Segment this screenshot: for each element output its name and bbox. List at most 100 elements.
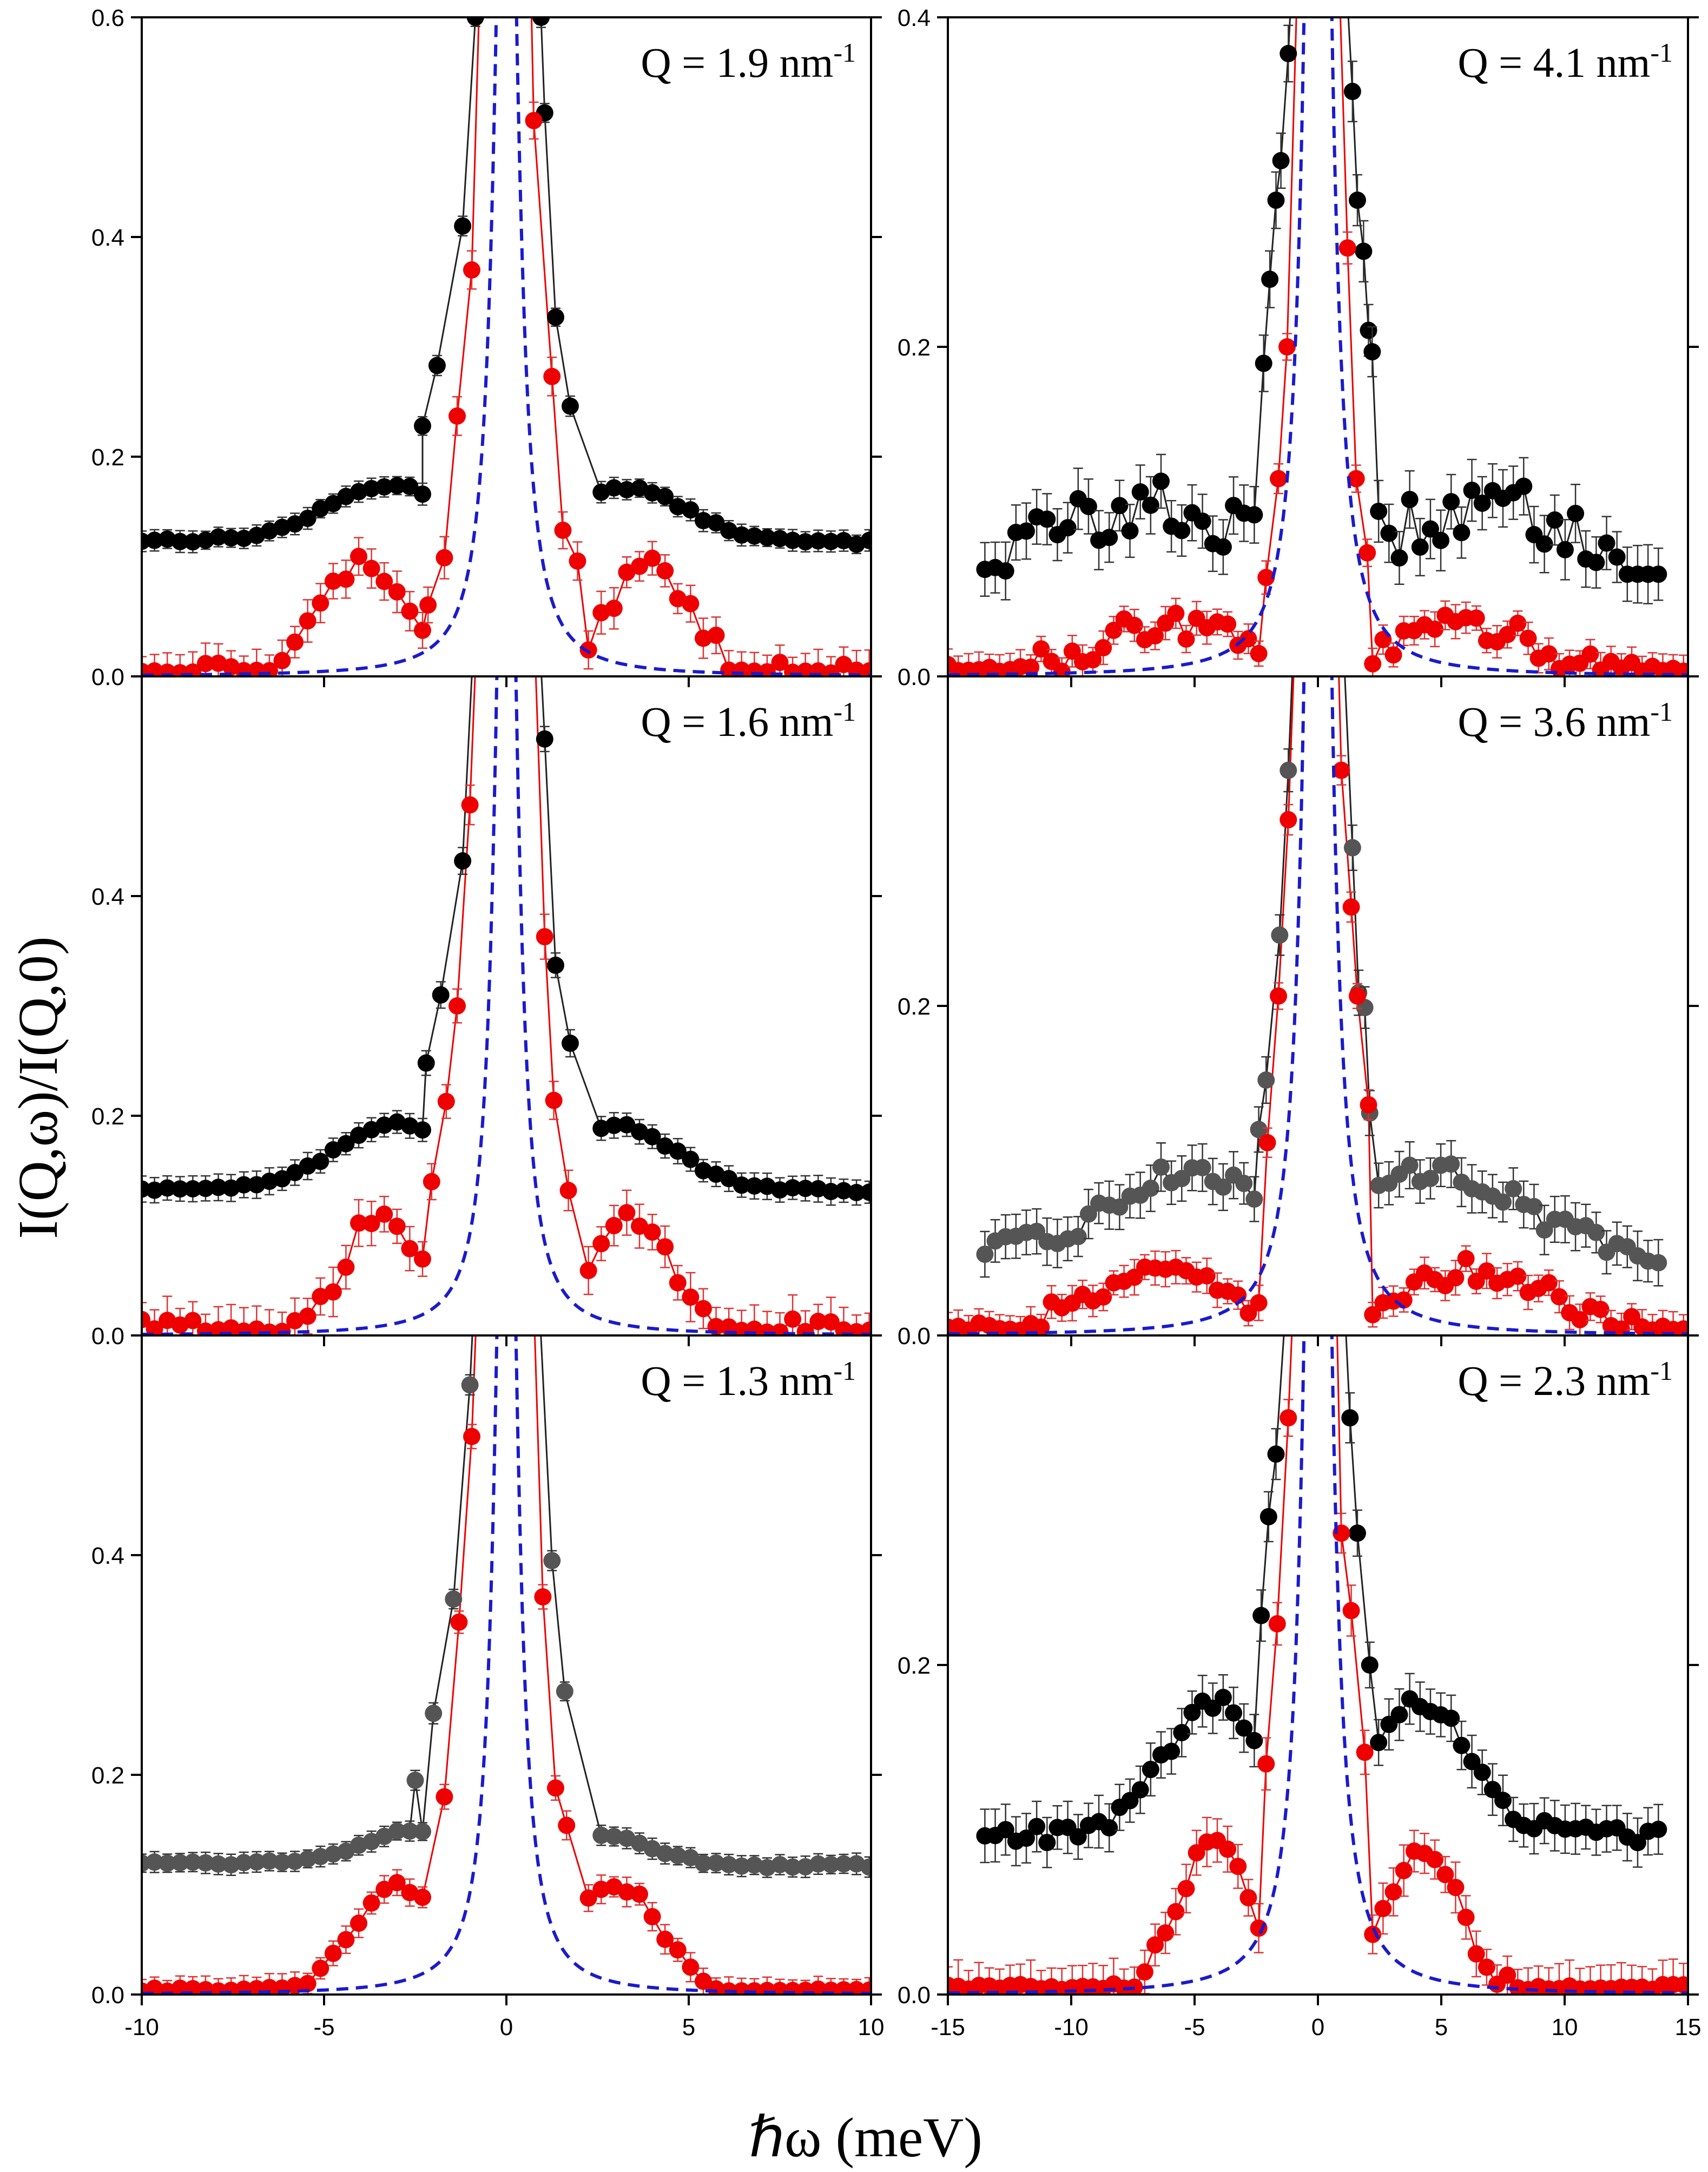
q-label: Q = 1.6 nm-1 — [641, 696, 856, 745]
black-data-point — [454, 852, 472, 870]
black-data-point — [1515, 477, 1533, 495]
black-data-point — [1348, 1524, 1366, 1542]
plot-area — [142, 17, 871, 676]
black-data-point — [1204, 1700, 1222, 1717]
red-data-point — [860, 1981, 871, 1995]
black-data-point — [784, 1858, 802, 1876]
red-data-point — [1348, 987, 1366, 1005]
red-data-point — [388, 1217, 406, 1235]
red-series — [948, 231, 1688, 676]
red-data-point — [656, 1930, 674, 1948]
black-data-point — [1059, 519, 1077, 537]
red-data-point — [1447, 1879, 1465, 1897]
red-data-point — [1146, 627, 1164, 645]
black-data-point — [1214, 1178, 1232, 1196]
red-data-point — [1094, 1288, 1112, 1306]
black-data-point — [976, 1245, 994, 1263]
red-data-point — [1384, 1883, 1402, 1901]
red-data-point — [631, 1885, 649, 1903]
black-data-point — [1390, 549, 1408, 567]
red-data-point — [534, 1588, 552, 1606]
red-data-point — [337, 1258, 355, 1276]
black-series — [976, 1392, 1667, 1868]
red-data-point — [413, 621, 431, 639]
black-data-point — [1018, 522, 1036, 540]
black-data-point — [184, 533, 202, 551]
black-data-point — [1152, 472, 1170, 490]
red-data-point — [299, 612, 316, 630]
x-tick-label: -15 — [931, 2014, 965, 2041]
red-data-point — [1499, 1966, 1516, 1984]
black-data-point — [1028, 1818, 1046, 1835]
red-data-point — [1347, 470, 1365, 488]
x-tick-label: 10 — [858, 2014, 885, 2041]
red-data-point — [171, 1979, 189, 1995]
red-data-point — [1198, 1267, 1216, 1285]
red-data-point — [1188, 1844, 1205, 1862]
black-data-point — [618, 1116, 636, 1134]
red-data-point — [1467, 1945, 1485, 1963]
red-data-point — [682, 1288, 700, 1306]
x-tick-label: 0 — [500, 2014, 513, 2041]
panel-3: 0.0 0.2 0.4 Q = 1.6 nm-1 — [91, 675, 882, 1350]
black-data-point — [561, 397, 579, 415]
black-data-point — [809, 1855, 827, 1873]
panel-5: -10 -5 0 5 10 0.0 0.2 0.4 Q = 1.3 nm-1 — [91, 1334, 885, 2041]
red-data-point — [159, 1982, 176, 1995]
panels: 0.00.20.40.6Q = 1.9 nm-10.00.20.4Q = 4.1… — [91, 5, 1702, 2041]
red-data-point — [1032, 640, 1050, 658]
black-data-point — [196, 1854, 214, 1872]
red-data-point — [1125, 1978, 1143, 1995]
x-tick-label: -10 — [1054, 2014, 1089, 2041]
red-data-point — [1499, 626, 1516, 643]
red-data-point — [196, 655, 214, 673]
black-data-point — [1463, 482, 1481, 499]
red-data-point — [656, 1238, 674, 1256]
black-error-bar — [142, 1853, 147, 1873]
black-data-point — [1142, 1179, 1159, 1197]
red-data-point — [388, 583, 406, 601]
black-data-point — [413, 485, 431, 503]
red-data-point — [1457, 1249, 1475, 1267]
black-data-point — [1370, 502, 1388, 520]
black-data-point — [209, 1855, 227, 1873]
red-data-point — [1395, 1861, 1413, 1879]
panel-2: 0.0 0.2 0.4 Q = 4.1 nm-1 — [898, 5, 1699, 690]
black-data-point — [707, 514, 725, 532]
red-data-point — [669, 1941, 687, 1959]
red-data-point — [1426, 620, 1444, 638]
red-data-point — [694, 1972, 712, 1990]
black-data-point — [1598, 534, 1615, 552]
black-data-point — [1214, 1688, 1232, 1706]
black-data-point — [299, 1850, 316, 1868]
red-series — [948, 755, 1688, 1335]
red-data-point — [375, 1205, 393, 1223]
red-data-point — [784, 1310, 802, 1328]
y-tick-label: 0.6 — [91, 5, 124, 31]
black-data-point — [822, 532, 840, 550]
y-tick-label: 0.2 — [898, 993, 931, 1020]
black-series — [976, 24, 1667, 604]
red-error-bar — [142, 656, 147, 676]
black-data-point — [1535, 535, 1553, 553]
red-data-point — [1338, 239, 1356, 257]
red-error-bar — [948, 1312, 953, 1335]
red-data-point — [1356, 1743, 1374, 1761]
red-data-point — [1146, 1936, 1164, 1954]
red-data-point — [419, 596, 437, 614]
black-data-point — [235, 1176, 253, 1194]
y-tick-label: 0.0 — [91, 664, 124, 690]
red-data-point — [401, 602, 419, 620]
black-data-point — [1250, 1121, 1268, 1138]
black-data-point — [324, 495, 342, 512]
red-data-point — [1436, 1866, 1454, 1884]
black-error-bar — [142, 530, 147, 552]
red-data-point — [1509, 614, 1527, 632]
black-data-point — [848, 1183, 866, 1201]
black-data-point — [784, 1179, 802, 1197]
black-data-point — [466, 17, 484, 26]
red-data-point — [1342, 898, 1360, 916]
red-data-point — [146, 1320, 163, 1335]
x-tick-label: 5 — [682, 2014, 695, 2041]
y-tick-label: 0.2 — [91, 1103, 124, 1130]
